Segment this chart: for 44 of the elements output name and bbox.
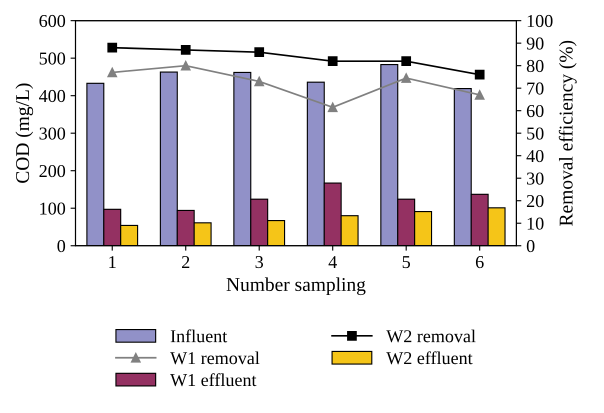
x-axis-title: Number sampling bbox=[226, 277, 366, 296]
legend-label: W1 removal bbox=[170, 352, 260, 364]
point bbox=[474, 90, 485, 100]
y-tick-label: 300 bbox=[40, 127, 66, 140]
x-tick-label: 2 bbox=[182, 256, 190, 268]
x-tick-label: 3 bbox=[256, 256, 264, 268]
y2-tick-label: 60 bbox=[526, 104, 544, 118]
y-tick-label: 200 bbox=[39, 164, 66, 178]
legend-label: Influent bbox=[170, 329, 228, 342]
point bbox=[254, 76, 264, 86]
point bbox=[180, 45, 191, 55]
point bbox=[180, 60, 191, 71]
legend-label: W2 removal bbox=[386, 330, 476, 342]
legend-label: W2 effluent bbox=[386, 351, 473, 364]
point bbox=[401, 73, 412, 83]
y2-tick-label: 90 bbox=[526, 37, 544, 50]
y2-tick-label: 70 bbox=[527, 82, 544, 95]
y2-tick-label: 50 bbox=[527, 127, 544, 140]
point bbox=[107, 68, 118, 78]
point bbox=[328, 102, 338, 112]
y2-tick-label: 80 bbox=[526, 60, 544, 72]
y2-tick-label: 10 bbox=[528, 217, 544, 230]
y2-tick-label: 30 bbox=[527, 172, 544, 185]
point bbox=[254, 47, 264, 58]
point bbox=[107, 42, 118, 53]
x-tick-label: 6 bbox=[476, 256, 484, 268]
y2-axis-title: Removal efficiency (%) bbox=[558, 40, 577, 226]
y-axis-title: COD (mg/L) bbox=[15, 84, 34, 183]
y2-tick-label: 0 bbox=[526, 240, 534, 252]
y2-tick-label: 40 bbox=[526, 150, 544, 162]
y-tick-label: 400 bbox=[39, 90, 66, 102]
y2-tick-label: 100 bbox=[528, 14, 553, 28]
y-tick-label: 0 bbox=[57, 240, 66, 252]
x-tick-label: 5 bbox=[402, 256, 410, 268]
y-tick-label: 600 bbox=[39, 14, 66, 28]
y2-tick-label: 20 bbox=[526, 194, 544, 208]
y-tick-label: 100 bbox=[40, 202, 66, 215]
point bbox=[401, 56, 412, 66]
y-tick-label: 500 bbox=[40, 52, 66, 65]
x-tick-label: 4 bbox=[328, 256, 337, 268]
x-tick-label: 1 bbox=[109, 256, 116, 268]
point bbox=[474, 70, 485, 80]
point bbox=[328, 56, 338, 66]
legend-label: W1 effluent bbox=[170, 373, 256, 386]
